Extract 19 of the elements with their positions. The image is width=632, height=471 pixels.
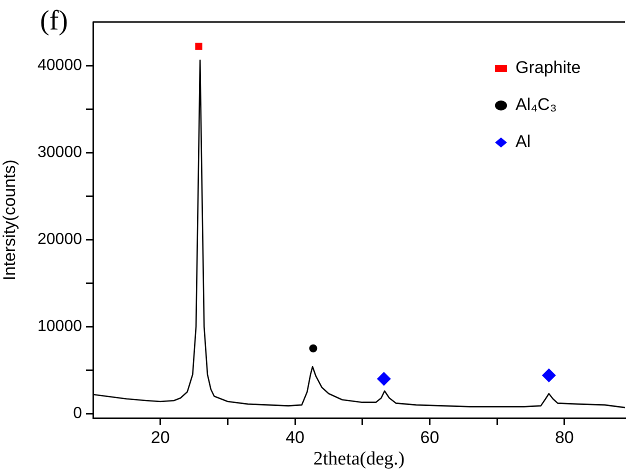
x-tick-label: 60 <box>420 428 440 447</box>
y-tick-label: 40000 <box>38 56 82 74</box>
x-tick-label: 20 <box>150 428 170 447</box>
y-tick-label: 10000 <box>38 318 82 336</box>
point <box>542 368 556 382</box>
point <box>309 344 318 352</box>
point <box>376 372 391 386</box>
point <box>195 42 202 50</box>
chart-title: (f) <box>40 5 68 36</box>
x-tick-label: 40 <box>286 428 304 447</box>
legend-label: Al <box>516 132 531 152</box>
y-tick-label: 20000 <box>38 230 82 248</box>
x-axis-title: 2theta(deg.) <box>313 448 405 470</box>
legend-label: Al₄C₃ <box>516 95 557 114</box>
y-tick-label: 30000 <box>38 144 82 161</box>
legend-label: Graphite <box>516 58 581 78</box>
y-axis-title: Intersity(counts) <box>0 160 19 280</box>
y-tick-label: 0 <box>73 405 82 422</box>
x-tick-label: 80 <box>554 428 574 447</box>
